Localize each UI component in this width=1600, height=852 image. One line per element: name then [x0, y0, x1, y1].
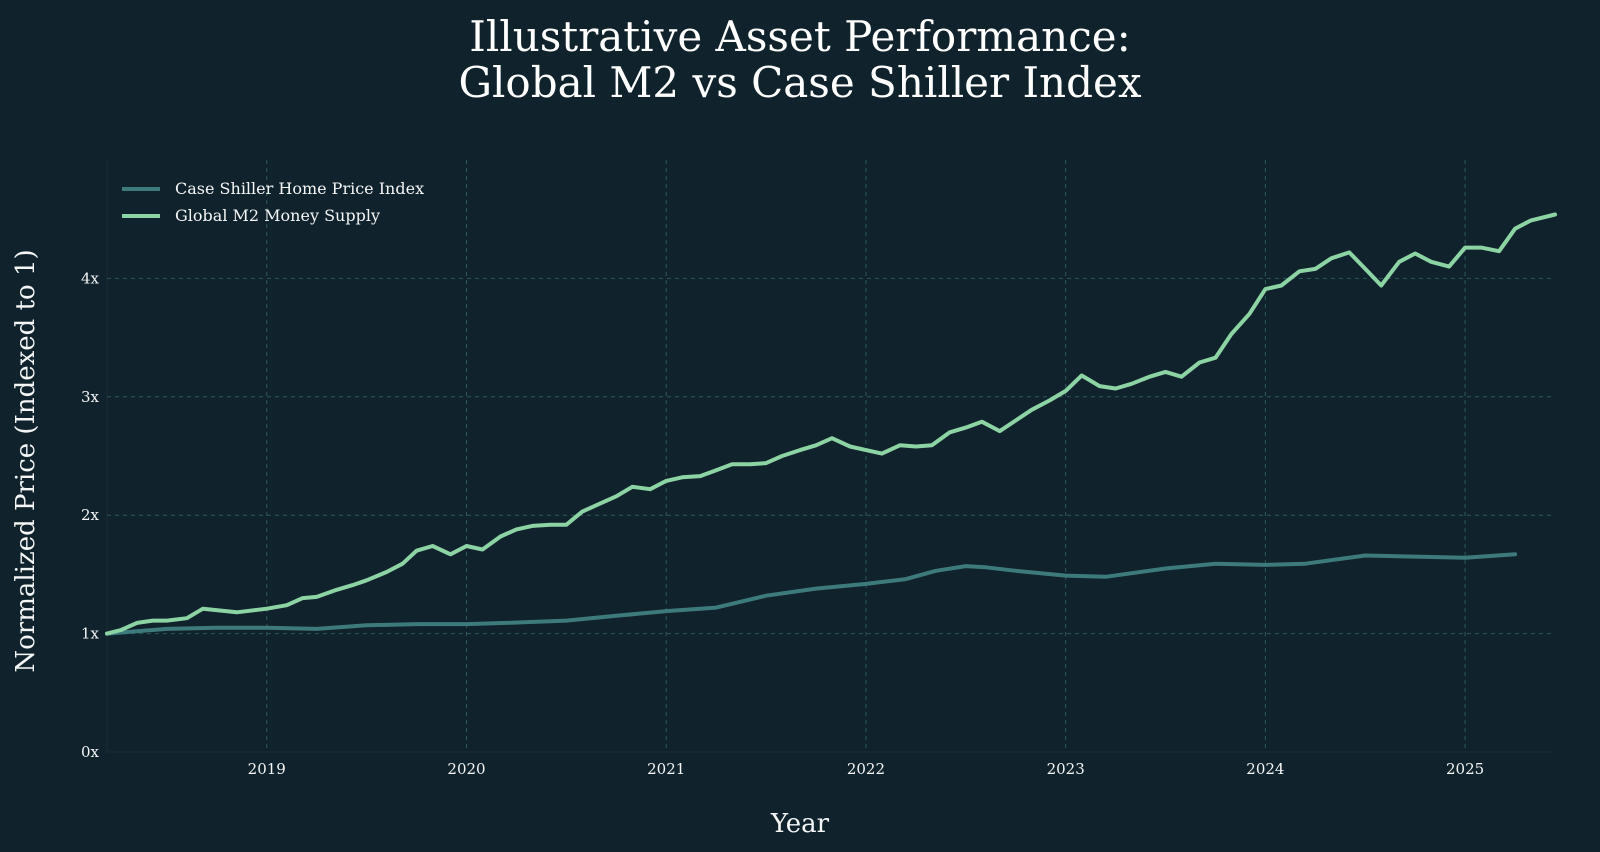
chart-title: Illustrative Asset Performance: — [469, 12, 1131, 61]
x-tick-label: 2024 — [1246, 760, 1284, 778]
y-tick-label: 1x — [81, 625, 100, 643]
y-tick-label: 3x — [81, 388, 100, 406]
x-tick-label: 2019 — [248, 760, 286, 778]
x-tick-label: 2023 — [1047, 760, 1085, 778]
case-shiller-line — [105, 552, 1518, 636]
chart-subtitle: Global M2 vs Case Shiller Index — [458, 58, 1142, 107]
axes-layer — [106, 160, 1555, 753]
x-tick-label: 2022 — [847, 760, 885, 778]
legend: Case Shiller Home Price Index Global M2 M… — [122, 179, 424, 225]
global-m2-line — [105, 212, 1557, 636]
x-axis-label: Year — [770, 809, 830, 839]
x-tick-label: 2021 — [647, 760, 685, 778]
ticks-layer: 2019 2020 2021 2022 2023 2024 2025 0x 1x 2x 3x 4x — [81, 269, 1484, 778]
y-axis-label: Normalized Price (Indexed to 1) — [11, 249, 41, 672]
series-layer — [105, 212, 1557, 636]
y-tick-label: 0x — [81, 743, 100, 761]
y-tick-label: 2x — [81, 506, 100, 524]
x-tick-label: 2020 — [447, 760, 485, 778]
legend-label: Global M2 Money Supply — [175, 206, 380, 225]
grid-layer — [107, 160, 1555, 752]
x-tick-label: 2025 — [1446, 760, 1484, 778]
legend-label: Case Shiller Home Price Index — [175, 179, 424, 198]
y-tick-label: 4x — [81, 269, 100, 287]
